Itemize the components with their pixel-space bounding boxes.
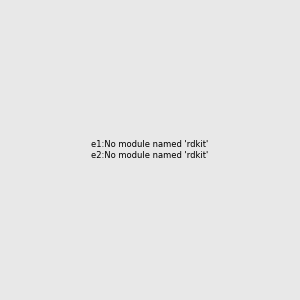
Text: e1:No module named 'rdkit'
e2:No module named 'rdkit': e1:No module named 'rdkit' e2:No module … bbox=[92, 140, 208, 160]
